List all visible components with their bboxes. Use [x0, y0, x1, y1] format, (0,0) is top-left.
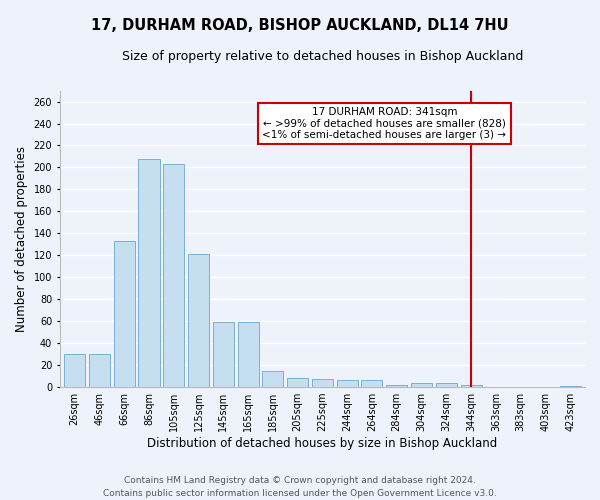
Bar	[139, 158, 160, 387]
Bar	[213, 322, 234, 387]
Bar	[113, 241, 135, 387]
Bar	[163, 164, 184, 387]
Bar	[337, 380, 358, 387]
Bar	[461, 385, 482, 387]
Title: Size of property relative to detached houses in Bishop Auckland: Size of property relative to detached ho…	[122, 50, 523, 63]
Y-axis label: Number of detached properties: Number of detached properties	[15, 146, 28, 332]
Bar	[436, 382, 457, 387]
Bar	[312, 380, 333, 387]
Bar	[560, 386, 581, 387]
Bar	[287, 378, 308, 387]
Bar	[361, 380, 382, 387]
Bar	[238, 322, 259, 387]
Bar	[188, 254, 209, 387]
Bar	[411, 382, 432, 387]
X-axis label: Distribution of detached houses by size in Bishop Auckland: Distribution of detached houses by size …	[147, 437, 497, 450]
Bar	[89, 354, 110, 387]
Text: 17, DURHAM ROAD, BISHOP AUCKLAND, DL14 7HU: 17, DURHAM ROAD, BISHOP AUCKLAND, DL14 7…	[91, 18, 509, 32]
Bar	[262, 370, 283, 387]
Bar	[386, 385, 407, 387]
Bar	[64, 354, 85, 387]
Text: Contains HM Land Registry data © Crown copyright and database right 2024.
Contai: Contains HM Land Registry data © Crown c…	[103, 476, 497, 498]
Text: 17 DURHAM ROAD: 341sqm
← >99% of detached houses are smaller (828)
<1% of semi-d: 17 DURHAM ROAD: 341sqm ← >99% of detache…	[262, 107, 506, 140]
